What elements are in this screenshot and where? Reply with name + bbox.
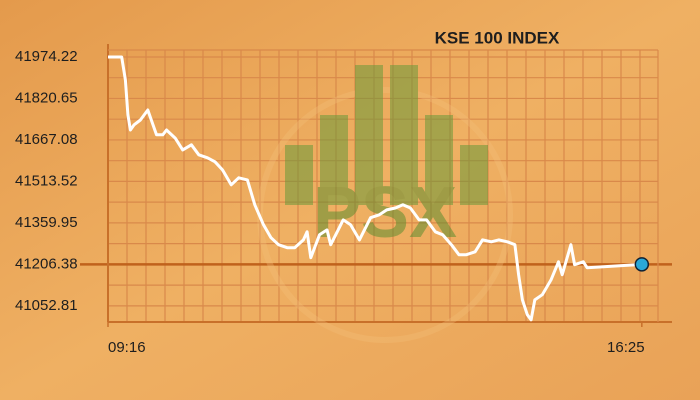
logo-bar <box>285 145 313 205</box>
logo-bar <box>390 65 418 205</box>
logo-bar <box>320 115 348 205</box>
y-tick-label: 41052.81 <box>15 297 78 314</box>
series-line <box>108 55 642 322</box>
logo-bar <box>355 65 383 205</box>
end-point <box>634 257 650 272</box>
watermark-logo: PSX <box>257 65 513 343</box>
x-tick-label: 09:16 <box>108 339 146 356</box>
y-tick-label: 41820.65 <box>15 89 78 106</box>
y-tick-label: 41667.08 <box>15 131 78 148</box>
plot <box>108 55 650 322</box>
x-tick-label: 16:25 <box>607 339 645 356</box>
chart-title: KSE 100 INDEX <box>435 28 560 47</box>
logo-bar <box>425 115 453 205</box>
logo-bar <box>460 145 488 205</box>
y-tick-label: 41974.22 <box>15 48 78 65</box>
y-tick-label: 41513.52 <box>15 172 78 189</box>
y-tick-label: 41206.38 <box>15 255 78 272</box>
y-tick-label: 41359.95 <box>15 214 78 231</box>
watermark-text: PSX <box>313 173 457 253</box>
